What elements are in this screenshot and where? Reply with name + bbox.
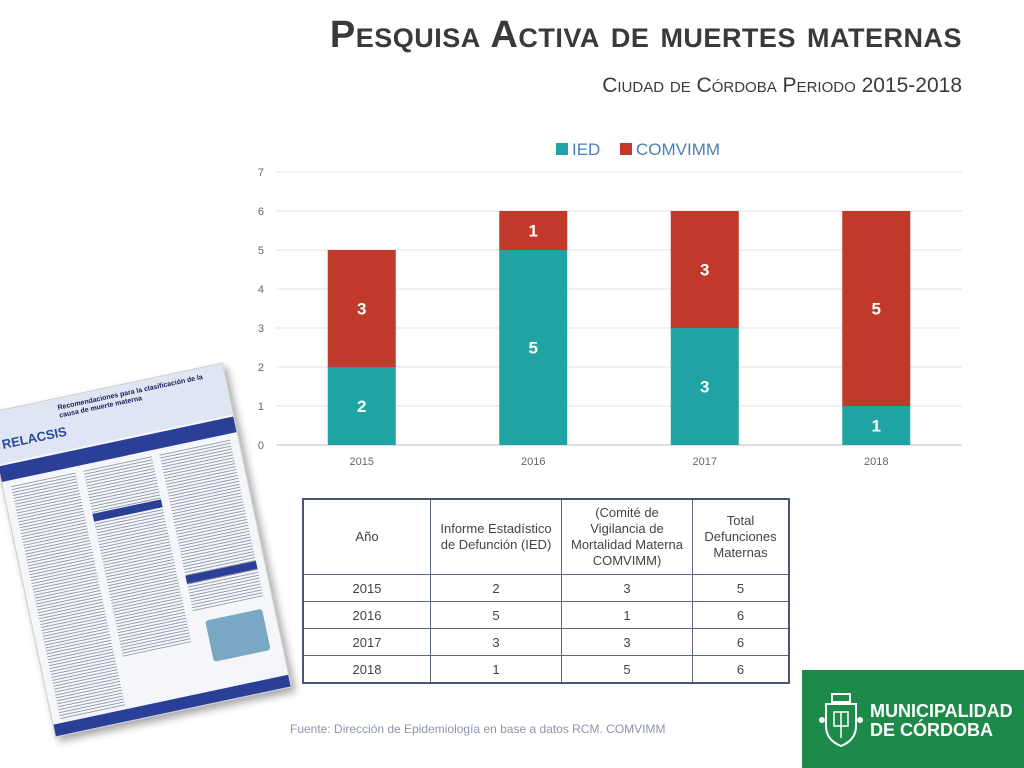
x-tick-label: 2017 [693, 456, 717, 468]
data-label: 5 [872, 300, 881, 319]
legend-label-comvimm: COMVIMM [636, 140, 720, 159]
col-header-total: Total Defunciones Maternas [692, 498, 790, 575]
legend-swatch-comvimm [620, 143, 632, 155]
table-cell: 3 [430, 628, 562, 656]
stacked-bar-chart: 0 1 2 3 4 5 6 7 2 3 2015 5 1 2016 3 3 2017 1 5 2018 IED COMVI… [258, 140, 962, 468]
bar-ied-2016 [499, 250, 568, 445]
y-tick-label: 6 [258, 206, 264, 218]
table-cell: 3 [561, 628, 693, 656]
y-tick-label: 2 [258, 362, 264, 374]
bar-ied-2015 [327, 367, 396, 445]
table-header-row: Año Informe Estadístico de Defunción (IE… [302, 498, 790, 575]
y-tick-label: 5 [258, 245, 264, 257]
page-subtitle: Ciudad de Córdoba Periodo 2015-2018 [602, 74, 962, 97]
bar-comvimm-2018 [842, 211, 911, 406]
table-cell: 5 [692, 574, 790, 602]
y-tick-label: 4 [258, 284, 264, 296]
coat-of-arms-icon [819, 693, 863, 748]
data-label: 5 [529, 339, 538, 358]
bar-comvimm-2015 [327, 250, 396, 367]
table-cell: 6 [692, 655, 790, 684]
table-cell: 6 [692, 601, 790, 629]
y-tick-label: 1 [258, 401, 264, 413]
table-cell: 2015 [302, 574, 431, 602]
bar-ied-2017 [670, 328, 739, 445]
logo-line-1: MUNICIPALIDAD [870, 701, 1013, 721]
col-header-ied: Informe Estadístico de Defunción (IED) [430, 498, 562, 575]
bar-ied-2018 [842, 406, 911, 445]
col-header-comvimm: (Comité de Vigilancia de Mortalidad Mate… [561, 498, 693, 575]
col-header-year: Año [302, 498, 431, 575]
table-row: 2015 2 3 5 [302, 574, 790, 602]
data-label: 1 [872, 417, 881, 436]
data-label: 3 [357, 300, 366, 319]
x-tick-label: 2015 [350, 456, 374, 468]
data-label: 3 [700, 378, 709, 397]
table-cell: 3 [561, 574, 693, 602]
table-row: 2016 5 1 6 [302, 601, 790, 629]
table-row: 2018 1 5 6 [302, 655, 790, 684]
municipal-logo: MUNICIPALIDAD DE CÓRDOBA [802, 670, 1024, 768]
legend-swatch-ied [556, 143, 568, 155]
table-cell: 2016 [302, 601, 431, 629]
y-tick-label: 0 [258, 440, 264, 452]
legend-label-ied: IED [572, 140, 600, 159]
bar-comvimm-2016 [499, 211, 568, 250]
logo-line-2: DE CÓRDOBA [870, 720, 994, 740]
table-cell: 2 [430, 574, 562, 602]
table-row: 2017 3 3 6 [302, 628, 790, 656]
x-tick-label: 2016 [521, 456, 545, 468]
x-tick-label: 2018 [864, 456, 888, 468]
table-cell: 5 [561, 655, 693, 684]
table-cell: 6 [692, 628, 790, 656]
data-table: Año Informe Estadístico de Defunción (IE… [302, 498, 790, 684]
bar-comvimm-2017 [670, 211, 739, 328]
y-tick-label: 3 [258, 323, 264, 335]
table-cell: 1 [430, 655, 562, 684]
data-label: 2 [357, 397, 366, 416]
table-cell: 2017 [302, 628, 431, 656]
source-note: Fuente: Dirección de Epidemiología en ba… [290, 722, 666, 736]
y-tick-label: 7 [258, 167, 264, 179]
table-cell: 5 [430, 601, 562, 629]
table-cell: 2018 [302, 655, 431, 684]
page-title: Pesquisa Activa de muertes maternas [329, 14, 962, 56]
table-cell: 1 [561, 601, 693, 629]
data-label: 3 [700, 261, 709, 280]
data-label: 1 [529, 222, 538, 241]
